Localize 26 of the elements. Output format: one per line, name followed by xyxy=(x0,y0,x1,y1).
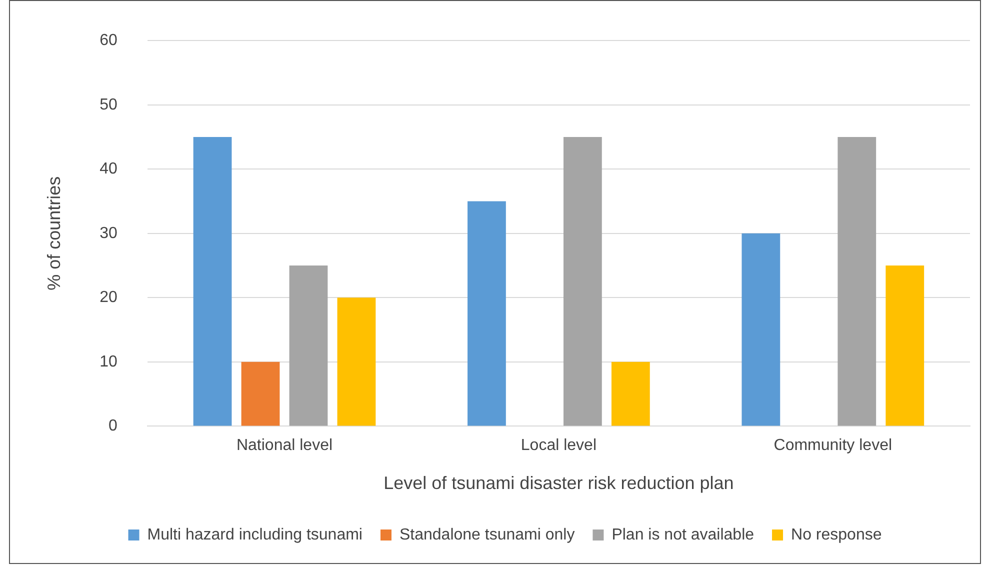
legend-label: Plan is not available xyxy=(612,526,754,544)
y-tick-label: 50 xyxy=(100,96,118,114)
bar xyxy=(241,362,280,426)
x-tick-label: Local level xyxy=(520,437,597,454)
bar xyxy=(563,137,602,426)
bar xyxy=(337,298,376,426)
legend-label: Standalone tsunami only xyxy=(399,526,575,544)
x-axis-title: Level of tsunami disaster risk reduction plan xyxy=(384,473,734,494)
bar xyxy=(742,233,780,426)
y-tick-label: 0 xyxy=(108,418,118,435)
y-axis-title: % of countries xyxy=(44,176,64,290)
bar xyxy=(838,137,876,426)
y-tick-label: 40 xyxy=(100,160,118,178)
bar xyxy=(468,201,506,426)
bar xyxy=(886,266,924,426)
legend-label: No response xyxy=(791,526,882,544)
legend-label: Multi hazard including tsunami xyxy=(147,526,362,544)
x-tick-label: Community level xyxy=(774,437,892,454)
bar xyxy=(289,266,328,426)
x-tick-label: National level xyxy=(236,437,333,454)
y-tick-label: 20 xyxy=(100,289,118,306)
y-tick-label: 60 xyxy=(100,32,118,50)
bar xyxy=(193,137,232,426)
y-tick-label: 10 xyxy=(100,353,118,370)
y-tick-label: 30 xyxy=(100,224,118,242)
bar xyxy=(611,362,650,426)
